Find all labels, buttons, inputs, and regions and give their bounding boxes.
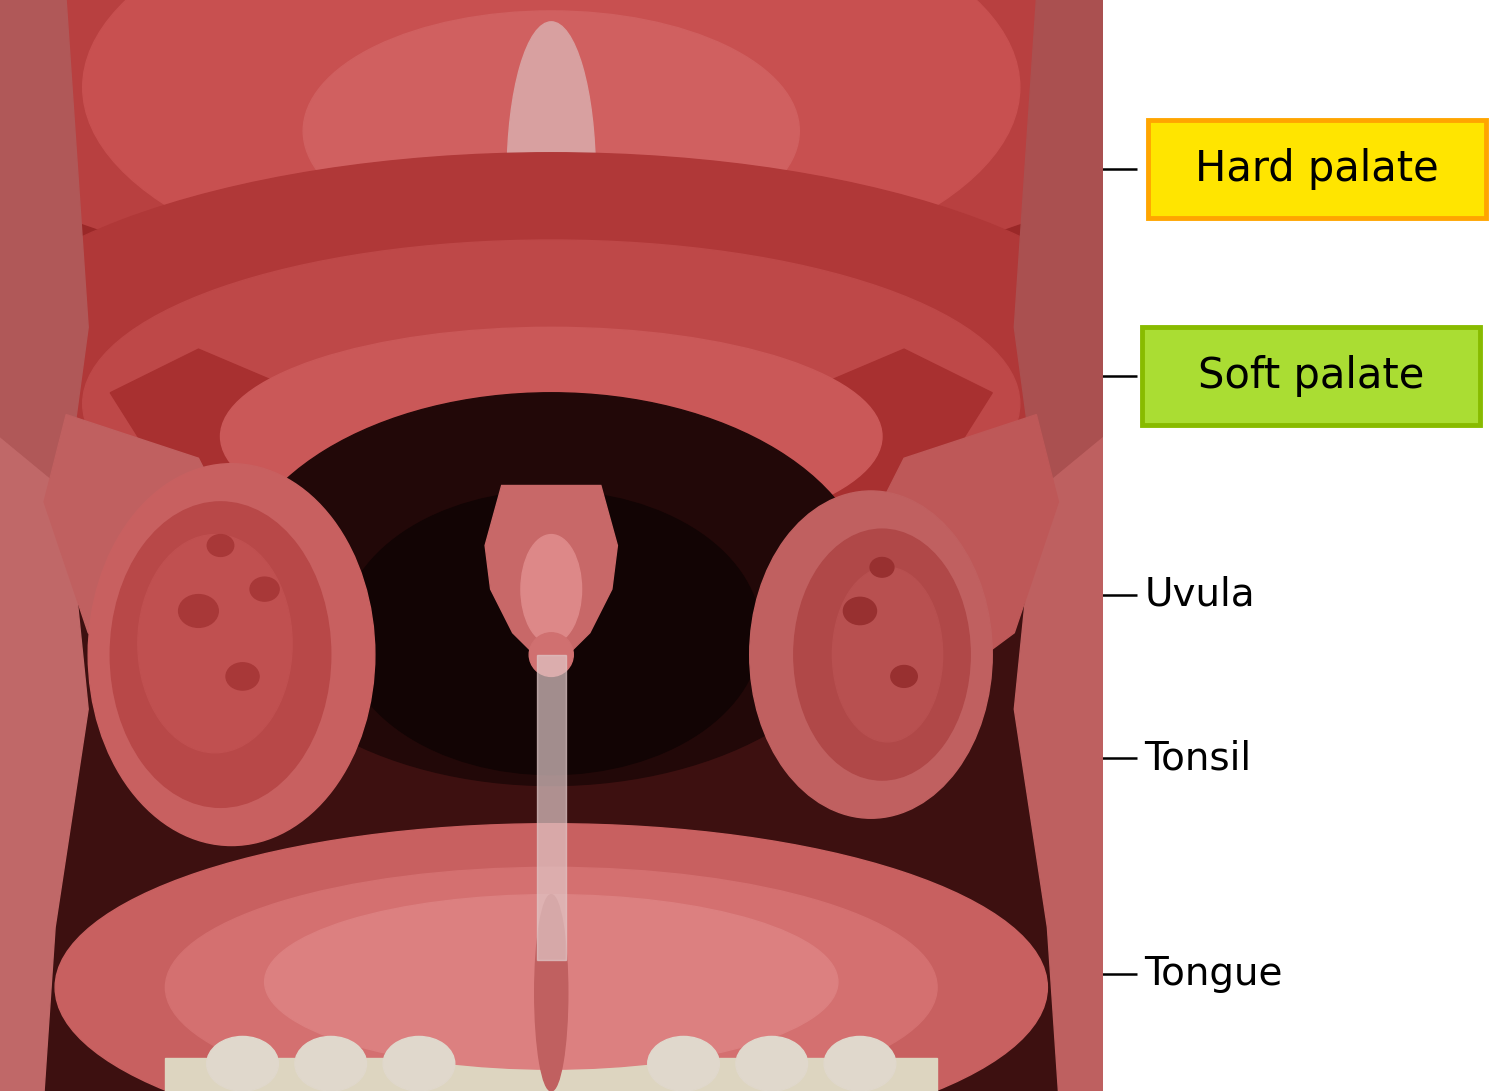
- Ellipse shape: [998, 0, 1076, 60]
- Polygon shape: [859, 415, 1059, 698]
- Ellipse shape: [82, 240, 1020, 567]
- Ellipse shape: [794, 529, 970, 780]
- Polygon shape: [0, 436, 88, 1091]
- Ellipse shape: [648, 1036, 720, 1091]
- Ellipse shape: [207, 535, 234, 556]
- Polygon shape: [44, 415, 243, 698]
- Text: Tongue: Tongue: [1144, 956, 1282, 993]
- Polygon shape: [0, 0, 1102, 87]
- Text: Tonsil: Tonsil: [1144, 740, 1251, 777]
- Ellipse shape: [226, 662, 260, 691]
- Ellipse shape: [105, 0, 182, 60]
- Text: Soft palate: Soft palate: [1198, 356, 1423, 397]
- Ellipse shape: [921, 0, 998, 60]
- Ellipse shape: [182, 0, 260, 60]
- Ellipse shape: [264, 895, 839, 1069]
- Ellipse shape: [534, 895, 568, 1091]
- Ellipse shape: [736, 1036, 807, 1091]
- Ellipse shape: [231, 393, 871, 786]
- Ellipse shape: [220, 327, 882, 546]
- Ellipse shape: [452, 0, 518, 33]
- FancyBboxPatch shape: [1149, 120, 1485, 218]
- Polygon shape: [111, 349, 352, 524]
- Polygon shape: [0, 0, 88, 491]
- Polygon shape: [0, 196, 386, 415]
- Ellipse shape: [843, 598, 876, 624]
- Ellipse shape: [843, 0, 921, 60]
- Bar: [537, 655, 566, 960]
- Ellipse shape: [342, 491, 760, 775]
- Ellipse shape: [207, 1036, 279, 1091]
- Ellipse shape: [0, 153, 1158, 611]
- Text: Hard palate: Hard palate: [1196, 148, 1438, 190]
- Ellipse shape: [303, 11, 800, 251]
- Ellipse shape: [251, 577, 279, 601]
- Ellipse shape: [138, 535, 292, 753]
- Ellipse shape: [891, 666, 918, 687]
- Polygon shape: [717, 196, 1102, 415]
- Polygon shape: [1014, 436, 1102, 1091]
- Polygon shape: [750, 349, 993, 524]
- Polygon shape: [484, 485, 618, 660]
- Polygon shape: [165, 1058, 938, 1091]
- Ellipse shape: [585, 0, 651, 33]
- Ellipse shape: [824, 1036, 896, 1091]
- Ellipse shape: [507, 22, 596, 327]
- Ellipse shape: [56, 824, 1047, 1091]
- Ellipse shape: [88, 464, 375, 846]
- Ellipse shape: [111, 502, 330, 807]
- Ellipse shape: [165, 867, 938, 1091]
- Polygon shape: [1014, 0, 1102, 491]
- Ellipse shape: [27, 0, 105, 60]
- FancyBboxPatch shape: [1143, 327, 1479, 425]
- Ellipse shape: [833, 567, 942, 742]
- Ellipse shape: [518, 0, 585, 33]
- Ellipse shape: [178, 595, 219, 627]
- Text: Uvula: Uvula: [1144, 576, 1256, 613]
- Ellipse shape: [870, 558, 894, 577]
- Ellipse shape: [530, 633, 573, 676]
- Ellipse shape: [382, 1036, 454, 1091]
- Ellipse shape: [82, 0, 1020, 295]
- Ellipse shape: [296, 1036, 366, 1091]
- Ellipse shape: [750, 491, 993, 818]
- Ellipse shape: [0, 0, 1296, 371]
- Ellipse shape: [520, 535, 582, 644]
